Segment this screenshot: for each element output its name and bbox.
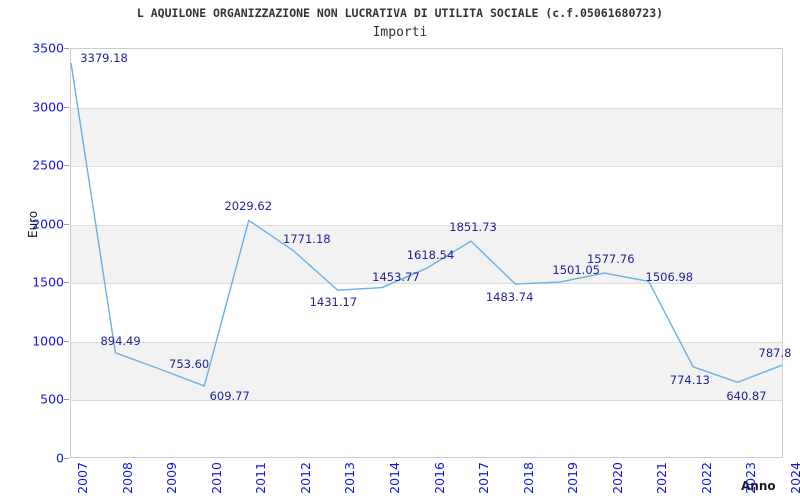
chart-subtitle: Importi — [372, 25, 428, 40]
x-tick-label: 2007 — [75, 462, 90, 494]
x-tick-label: 2018 — [520, 462, 536, 494]
data-line-svg — [71, 49, 782, 457]
data-point-label: 640.87 — [726, 388, 767, 403]
data-point-label: 1483.74 — [485, 290, 534, 305]
gridline — [71, 341, 782, 343]
chart-title: L AQUILONE ORGANIZZAZIONE NON LUCRATIVA … — [136, 6, 664, 20]
data-point-label: 1501.05 — [552, 263, 600, 278]
y-tick-mark — [64, 340, 69, 342]
y-tick-mark — [64, 399, 69, 401]
y-tick-mark — [64, 282, 69, 284]
plot-band — [71, 107, 782, 167]
gridline — [71, 224, 782, 226]
data-point-label: 753.60 — [169, 356, 210, 371]
x-tick-label: 2011 — [253, 462, 269, 494]
data-point-label: 1577.76 — [586, 252, 635, 267]
data-point-label: 1453.77 — [372, 269, 420, 284]
data-point-label: 787.8 — [758, 345, 792, 360]
plot-area — [70, 48, 783, 458]
data-point-label: 1851.73 — [449, 220, 497, 235]
y-tick-mark — [64, 106, 69, 108]
plot-band — [71, 341, 782, 401]
gridline — [71, 283, 782, 285]
x-tick-label: 2009 — [164, 462, 180, 494]
y-axis-ticks: 0 500 1000 1500 2000 2500 3000 3500 — [14, 41, 64, 466]
data-point-label: 1618.54 — [406, 248, 455, 263]
y-tick-mark — [64, 458, 69, 459]
x-tick-label: 2022 — [698, 462, 714, 494]
x-tick-label: 2016 — [431, 462, 447, 494]
data-point-label: 774.13 — [669, 373, 710, 388]
plot-band — [71, 224, 782, 284]
gridline — [71, 400, 782, 402]
x-tick-label: 2017 — [476, 462, 492, 494]
data-point-label: 3379.18 — [80, 51, 128, 66]
y-tick-label: 1000 — [32, 333, 64, 349]
y-tick-label: 500 — [40, 391, 64, 407]
x-axis-title: Anno — [741, 479, 776, 493]
x-tick-label: 2014 — [386, 462, 402, 494]
x-tick-label: 2008 — [119, 462, 135, 494]
y-tick-label: 3500 — [32, 40, 64, 56]
x-tick-label: 2010 — [208, 462, 224, 494]
data-line — [71, 63, 782, 386]
data-point-label: 2029.62 — [224, 199, 273, 214]
y-tick-label: 2000 — [32, 216, 64, 232]
y-tick-mark — [64, 48, 69, 49]
y-tick-label: 3000 — [32, 99, 64, 115]
x-tick-label: 2021 — [654, 462, 670, 494]
gridline — [71, 166, 782, 168]
data-point-label: 1771.18 — [283, 231, 331, 246]
data-point-label: 609.77 — [209, 388, 250, 403]
x-tick-label: 2023 — [743, 462, 759, 494]
y-tick-mark — [64, 223, 69, 225]
x-tick-label: 2020 — [609, 462, 625, 494]
data-point-label: 1506.98 — [645, 270, 694, 285]
y-tick-mark — [64, 165, 69, 167]
data-point-label: 894.49 — [100, 334, 141, 349]
y-tick-label: 2500 — [32, 157, 64, 173]
x-tick-label: 2024 — [788, 462, 800, 494]
x-tick-label: 2012 — [297, 462, 313, 494]
gridline — [71, 107, 782, 109]
y-tick-label: 1500 — [32, 274, 64, 290]
x-tick-label: 2013 — [342, 462, 358, 494]
data-point-label: 1431.17 — [309, 295, 358, 310]
x-tick-label: 2019 — [565, 462, 581, 494]
y-tick-label: 0 — [56, 450, 64, 466]
